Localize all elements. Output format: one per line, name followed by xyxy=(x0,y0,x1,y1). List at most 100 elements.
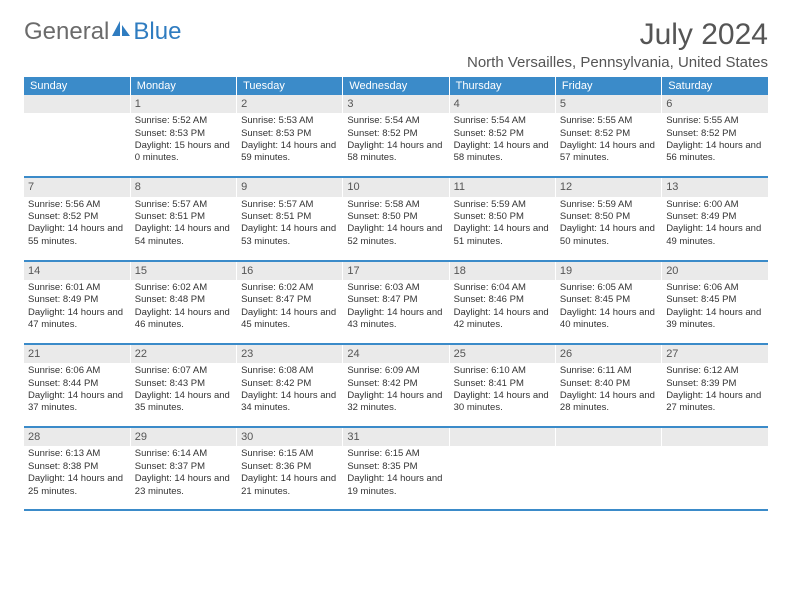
sunset-text: Sunset: 8:44 PM xyxy=(28,378,126,390)
day-detail-cell: Sunrise: 6:00 AMSunset: 8:49 PMDaylight:… xyxy=(662,197,768,261)
day-detail-cell: Sunrise: 6:02 AMSunset: 8:47 PMDaylight:… xyxy=(237,280,343,344)
location: North Versailles, Pennsylvania, United S… xyxy=(467,54,768,71)
daylight-text: Daylight: 14 hours and 57 minutes. xyxy=(560,140,657,165)
sunrise-text: Sunrise: 6:08 AM xyxy=(241,365,338,377)
day-detail-cell: Sunrise: 6:08 AMSunset: 8:42 PMDaylight:… xyxy=(237,363,343,427)
sunset-text: Sunset: 8:52 PM xyxy=(454,128,551,140)
day-detail-cell: Sunrise: 6:09 AMSunset: 8:42 PMDaylight:… xyxy=(343,363,449,427)
logo-text-gray: General xyxy=(24,18,109,46)
day-detail-row: Sunrise: 6:06 AMSunset: 8:44 PMDaylight:… xyxy=(24,363,768,427)
day-number-cell: 4 xyxy=(449,95,555,113)
daylight-text: Daylight: 14 hours and 35 minutes. xyxy=(135,390,232,415)
day-detail-cell: Sunrise: 5:55 AMSunset: 8:52 PMDaylight:… xyxy=(662,113,768,177)
day-header: Wednesday xyxy=(343,77,449,95)
sunset-text: Sunset: 8:53 PM xyxy=(241,128,338,140)
day-header: Tuesday xyxy=(237,77,343,95)
sunrise-text: Sunrise: 6:05 AM xyxy=(560,282,657,294)
daylight-text: Daylight: 14 hours and 59 minutes. xyxy=(241,140,338,165)
day-detail-cell: Sunrise: 6:13 AMSunset: 8:38 PMDaylight:… xyxy=(24,446,130,510)
sunset-text: Sunset: 8:51 PM xyxy=(241,211,338,223)
sunset-text: Sunset: 8:52 PM xyxy=(666,128,764,140)
day-number-row: 28293031 xyxy=(24,427,768,446)
daylight-text: Daylight: 15 hours and 0 minutes. xyxy=(135,140,232,165)
daylight-text: Daylight: 14 hours and 28 minutes. xyxy=(560,390,657,415)
sunrise-text: Sunrise: 6:02 AM xyxy=(241,282,338,294)
day-number-row: 21222324252627 xyxy=(24,344,768,363)
sunrise-text: Sunrise: 5:55 AM xyxy=(560,115,657,127)
day-header: Thursday xyxy=(449,77,555,95)
daylight-text: Daylight: 14 hours and 37 minutes. xyxy=(28,390,126,415)
day-detail-row: Sunrise: 5:52 AMSunset: 8:53 PMDaylight:… xyxy=(24,113,768,177)
sunrise-text: Sunrise: 6:13 AM xyxy=(28,448,126,460)
header: General Blue July 2024 North Versailles,… xyxy=(24,18,768,71)
logo-sail-icon xyxy=(110,19,132,39)
day-number-row: 14151617181920 xyxy=(24,261,768,280)
sunset-text: Sunset: 8:48 PM xyxy=(135,294,232,306)
daylight-text: Daylight: 14 hours and 40 minutes. xyxy=(560,307,657,332)
day-header: Monday xyxy=(130,77,236,95)
day-detail-cell: Sunrise: 6:15 AMSunset: 8:36 PMDaylight:… xyxy=(237,446,343,510)
day-detail-cell: Sunrise: 6:03 AMSunset: 8:47 PMDaylight:… xyxy=(343,280,449,344)
daylight-text: Daylight: 14 hours and 42 minutes. xyxy=(454,307,551,332)
sunrise-text: Sunrise: 6:02 AM xyxy=(135,282,232,294)
day-detail-cell xyxy=(449,446,555,510)
day-number-cell: 8 xyxy=(130,177,236,196)
sunset-text: Sunset: 8:45 PM xyxy=(666,294,764,306)
sunrise-text: Sunrise: 5:57 AM xyxy=(135,199,232,211)
day-number-cell: 17 xyxy=(343,261,449,280)
daylight-text: Daylight: 14 hours and 50 minutes. xyxy=(560,223,657,248)
sunrise-text: Sunrise: 6:00 AM xyxy=(666,199,764,211)
day-detail-cell xyxy=(555,446,661,510)
sunset-text: Sunset: 8:47 PM xyxy=(241,294,338,306)
sunrise-text: Sunrise: 5:54 AM xyxy=(454,115,551,127)
daylight-text: Daylight: 14 hours and 30 minutes. xyxy=(454,390,551,415)
sunrise-text: Sunrise: 6:12 AM xyxy=(666,365,764,377)
day-detail-cell: Sunrise: 6:01 AMSunset: 8:49 PMDaylight:… xyxy=(24,280,130,344)
day-detail-cell: Sunrise: 6:15 AMSunset: 8:35 PMDaylight:… xyxy=(343,446,449,510)
sunrise-text: Sunrise: 5:58 AM xyxy=(347,199,444,211)
day-number-cell: 3 xyxy=(343,95,449,113)
sunset-text: Sunset: 8:35 PM xyxy=(347,461,444,473)
daylight-text: Daylight: 14 hours and 52 minutes. xyxy=(347,223,444,248)
day-number-cell: 13 xyxy=(662,177,768,196)
day-number-cell: 27 xyxy=(662,344,768,363)
day-detail-cell: Sunrise: 6:07 AMSunset: 8:43 PMDaylight:… xyxy=(130,363,236,427)
day-detail-cell: Sunrise: 5:54 AMSunset: 8:52 PMDaylight:… xyxy=(449,113,555,177)
daylight-text: Daylight: 14 hours and 27 minutes. xyxy=(666,390,764,415)
sunset-text: Sunset: 8:49 PM xyxy=(666,211,764,223)
day-header: Saturday xyxy=(662,77,768,95)
day-number-cell: 29 xyxy=(130,427,236,446)
day-detail-row: Sunrise: 5:56 AMSunset: 8:52 PMDaylight:… xyxy=(24,197,768,261)
day-detail-cell: Sunrise: 6:06 AMSunset: 8:44 PMDaylight:… xyxy=(24,363,130,427)
sunrise-text: Sunrise: 5:54 AM xyxy=(347,115,444,127)
day-detail-cell: Sunrise: 6:11 AMSunset: 8:40 PMDaylight:… xyxy=(555,363,661,427)
daylight-text: Daylight: 14 hours and 51 minutes. xyxy=(454,223,551,248)
day-number-cell: 16 xyxy=(237,261,343,280)
day-detail-cell: Sunrise: 6:12 AMSunset: 8:39 PMDaylight:… xyxy=(662,363,768,427)
daylight-text: Daylight: 14 hours and 25 minutes. xyxy=(28,473,126,498)
daylight-text: Daylight: 14 hours and 32 minutes. xyxy=(347,390,444,415)
day-detail-cell xyxy=(24,113,130,177)
day-detail-cell: Sunrise: 6:05 AMSunset: 8:45 PMDaylight:… xyxy=(555,280,661,344)
sunrise-text: Sunrise: 6:15 AM xyxy=(241,448,338,460)
day-number-cell: 20 xyxy=(662,261,768,280)
daylight-text: Daylight: 14 hours and 47 minutes. xyxy=(28,307,126,332)
day-number-cell: 10 xyxy=(343,177,449,196)
calendar-table: Sunday Monday Tuesday Wednesday Thursday… xyxy=(24,77,768,511)
day-detail-cell: Sunrise: 6:10 AMSunset: 8:41 PMDaylight:… xyxy=(449,363,555,427)
day-detail-cell: Sunrise: 5:55 AMSunset: 8:52 PMDaylight:… xyxy=(555,113,661,177)
day-number-cell: 12 xyxy=(555,177,661,196)
day-number-cell: 15 xyxy=(130,261,236,280)
sunrise-text: Sunrise: 5:59 AM xyxy=(560,199,657,211)
daylight-text: Daylight: 14 hours and 34 minutes. xyxy=(241,390,338,415)
day-number-cell xyxy=(662,427,768,446)
day-number-cell: 23 xyxy=(237,344,343,363)
day-detail-cell: Sunrise: 5:52 AMSunset: 8:53 PMDaylight:… xyxy=(130,113,236,177)
sunset-text: Sunset: 8:50 PM xyxy=(347,211,444,223)
sunrise-text: Sunrise: 5:55 AM xyxy=(666,115,764,127)
day-detail-cell: Sunrise: 6:14 AMSunset: 8:37 PMDaylight:… xyxy=(130,446,236,510)
daylight-text: Daylight: 14 hours and 19 minutes. xyxy=(347,473,444,498)
sunrise-text: Sunrise: 6:07 AM xyxy=(135,365,232,377)
sunrise-text: Sunrise: 6:03 AM xyxy=(347,282,444,294)
logo-text-blue: Blue xyxy=(133,18,181,46)
